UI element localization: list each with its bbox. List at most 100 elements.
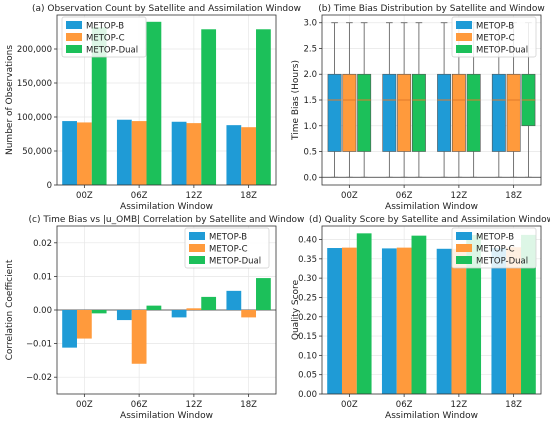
axes-frame xyxy=(56,14,277,186)
y-tick-label: 0.15 xyxy=(298,332,317,342)
bar-metop-dual-12z xyxy=(466,234,482,394)
y-tick-label: 0.40 xyxy=(298,236,317,246)
y-tick-label: 200,000 xyxy=(17,45,52,55)
bar-metop-b-12z xyxy=(171,121,187,185)
bar-metop-dual-18z xyxy=(521,234,536,394)
y-tick-label: 0.30 xyxy=(298,274,317,284)
legend-label-metop-b: METOP-B xyxy=(209,233,247,243)
x-tick-label: 00Z xyxy=(76,400,93,410)
bar-metop-c-12z xyxy=(186,308,202,310)
bar-metop-b-00z xyxy=(62,310,77,348)
legend-label-metop-b: METOP-B xyxy=(476,233,514,243)
bar-metop-c-06z xyxy=(396,247,412,394)
legend-swatch-metop-b xyxy=(456,21,472,29)
box-body xyxy=(411,73,426,152)
x-tick-label: 12Z xyxy=(451,191,468,201)
y-tick-label: 0.02 xyxy=(33,239,52,249)
y-tick-label: 0.10 xyxy=(298,351,317,361)
bar-metop-dual-00z xyxy=(91,27,107,185)
bar-metop-dual-00z xyxy=(356,233,372,394)
bar-metop-b-06z xyxy=(381,248,397,394)
legend-box xyxy=(61,16,147,58)
legend-swatch-metop-dual xyxy=(456,256,472,264)
legend: METOP-B METOP-C METOP-Dual xyxy=(61,16,147,58)
bar-metop-b-18z xyxy=(226,125,242,185)
box-body xyxy=(491,73,506,152)
x-tick-label: 06Z xyxy=(131,400,148,410)
bar-metop-dual-06z xyxy=(411,235,427,394)
bar-metop-b-06z xyxy=(116,119,132,185)
legend-label-metop-b: METOP-B xyxy=(86,22,124,32)
box-body xyxy=(451,73,466,152)
x-axis-label: Assimilation Window xyxy=(120,411,213,421)
bar-metop-b-00z xyxy=(62,121,77,185)
x-tick-label: 18Z xyxy=(240,400,257,410)
legend-swatch-metop-b xyxy=(66,21,82,29)
y-axis-label: Time Bias (Hours) xyxy=(291,60,301,141)
bar-metop-c-18z xyxy=(241,127,257,185)
panel-a: 0 50,000 100,000 150,000 200,000 00Z 06Z 12Z 18Z… xyxy=(5,4,301,212)
bar-metop-dual-12z xyxy=(201,296,217,310)
y-tick-label: 0.00 xyxy=(33,306,52,316)
x-tick-label: 06Z xyxy=(396,191,413,201)
bar-metop-b-00z xyxy=(327,248,342,394)
bar-metop-b-12z xyxy=(436,248,452,394)
bar-metop-c-00z xyxy=(76,310,92,339)
legend-label-metop-c: METOP-C xyxy=(476,245,515,255)
box-metop-dual-00z xyxy=(357,22,372,178)
bar-metop-dual-12z xyxy=(201,29,217,186)
panel-d: 0.00 0.05 0.10 0.15 0.20 0.25 0.30 0.35 0.40 00Z 0… xyxy=(291,215,550,421)
bar-metop-c-06z xyxy=(131,310,147,364)
bar-metop-c-00z xyxy=(341,247,357,394)
box-metop-c-00z xyxy=(342,22,357,178)
legend-label-metop-c: METOP-C xyxy=(86,34,125,44)
bar-metop-c-12z xyxy=(451,248,467,394)
chart-title: (a) Observation Count by Satellite and A… xyxy=(32,4,301,14)
box-body xyxy=(397,73,412,152)
y-tick-label: −0.01 xyxy=(26,340,52,350)
legend-label-metop-dual: METOP-Dual xyxy=(476,257,528,267)
box-body xyxy=(357,73,372,152)
box-body xyxy=(506,73,521,152)
y-tick-label: −0.02 xyxy=(26,373,52,383)
y-tick-label: 1.5 xyxy=(303,96,317,106)
bar-metop-dual-06z xyxy=(146,21,162,185)
x-tick-label: 00Z xyxy=(76,191,93,201)
bar-metop-c-18z xyxy=(241,310,257,318)
bar-metop-dual-00z xyxy=(91,310,107,314)
y-tick-label: 0.0 xyxy=(303,173,317,183)
x-tick-label: 00Z xyxy=(341,191,358,201)
x-tick-label: 12Z xyxy=(186,400,203,410)
chart-title: (c) Time Bias vs |u_OMB| Correlation by … xyxy=(29,215,305,225)
box-metop-b-12z xyxy=(437,22,452,178)
x-tick-label: 06Z xyxy=(396,400,413,410)
bar-metop-b-06z xyxy=(116,310,132,321)
legend: METOP-B METOP-C METOP-Dual xyxy=(451,227,537,269)
y-tick-label: 0.5 xyxy=(303,148,317,158)
y-tick-label: 0.00 xyxy=(298,390,317,400)
y-tick-label: 2.0 xyxy=(303,70,317,80)
y-tick-label: 50,000 xyxy=(22,147,52,157)
y-tick-label: 0.25 xyxy=(298,293,317,303)
y-tick-label: 0.01 xyxy=(33,272,52,282)
x-tick-label: 06Z xyxy=(131,191,148,201)
x-tick-label: 18Z xyxy=(505,191,522,201)
bar-metop-c-00z xyxy=(76,122,92,185)
legend-swatch-metop-c xyxy=(189,244,205,252)
y-tick-label: 0.05 xyxy=(298,371,317,381)
legend-swatch-metop-dual xyxy=(456,45,472,53)
y-tick-label: 150,000 xyxy=(17,79,52,89)
panel-b: 0.0 0.5 1.0 1.5 2.0 2.5 3.0 00Z 06Z 12Z 18Z Assimil… xyxy=(291,4,545,212)
legend-swatch-metop-b xyxy=(189,232,205,240)
box-body xyxy=(342,73,357,152)
x-axis-label: Assimilation Window xyxy=(120,202,213,212)
y-tick-label: 3.0 xyxy=(303,19,317,29)
x-tick-label: 12Z xyxy=(186,191,203,201)
legend-swatch-metop-c xyxy=(66,33,82,41)
box-metop-c-18z xyxy=(506,22,521,178)
legend: METOP-B METOP-C METOP-Dual xyxy=(184,227,270,269)
legend-label-metop-dual: METOP-Dual xyxy=(209,257,261,267)
legend-label-metop-dual: METOP-Dual xyxy=(476,46,528,56)
y-axis-label: Correlation Coefficient xyxy=(5,259,15,360)
